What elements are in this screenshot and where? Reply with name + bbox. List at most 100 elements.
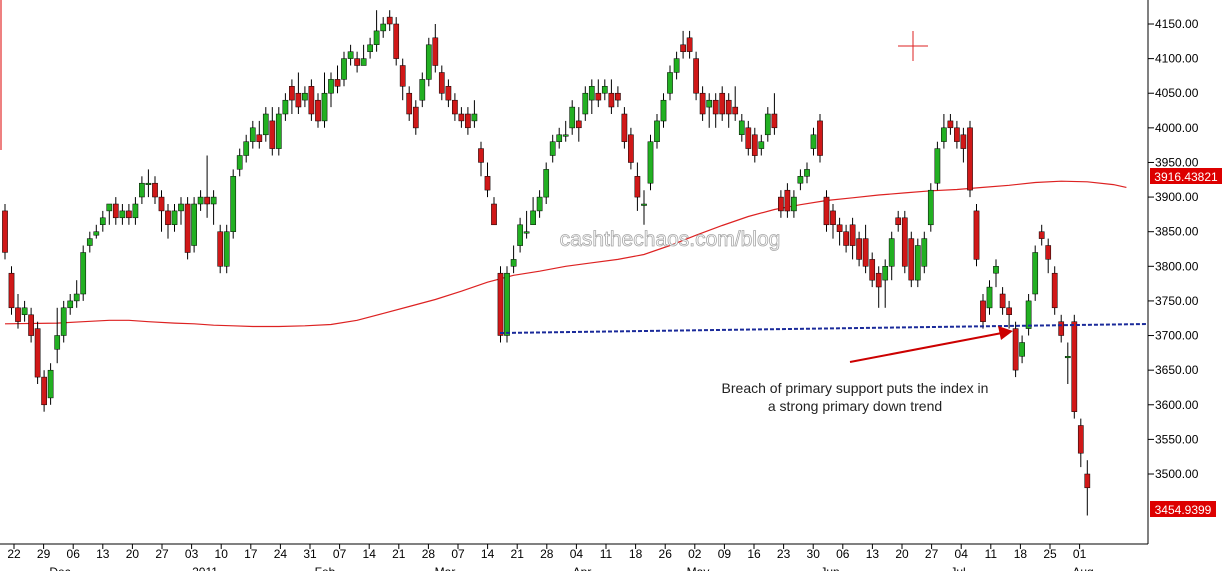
candle-body-down — [217, 231, 224, 267]
candle — [308, 79, 315, 121]
candle-body-up — [132, 203, 139, 219]
candle-body-down — [856, 238, 862, 260]
candle-body-up — [80, 252, 87, 295]
candle — [738, 114, 745, 142]
moving-average-layer — [4, 180, 1127, 328]
candle — [732, 86, 739, 121]
candle — [21, 300, 28, 322]
candle-body-down — [862, 238, 869, 267]
candle — [86, 231, 93, 253]
candle — [8, 266, 15, 315]
candle-body-down — [732, 106, 739, 115]
candle — [165, 204, 171, 239]
candle-body-up — [249, 127, 256, 142]
candle-body-up — [673, 58, 680, 73]
candle — [608, 79, 615, 114]
candle — [328, 72, 334, 108]
candle — [145, 169, 152, 198]
candle-body-down — [112, 203, 119, 219]
candle-body-up — [99, 217, 106, 225]
candle — [80, 245, 87, 301]
candle — [406, 86, 413, 121]
candle — [425, 37, 432, 87]
candle-body-down — [595, 92, 602, 101]
candle — [47, 363, 54, 405]
candle — [634, 162, 641, 211]
candle — [184, 197, 191, 260]
x-tick-label: 01 — [1073, 547, 1087, 561]
candle-body-up — [641, 203, 647, 206]
candle-body-down — [491, 203, 497, 226]
candle-body-up — [523, 231, 530, 234]
candle-body-down — [634, 176, 641, 198]
candle-body-up — [93, 231, 100, 236]
candle — [41, 370, 47, 412]
candle-body-up — [425, 44, 432, 80]
candle — [758, 134, 765, 156]
candle-body-down — [869, 259, 876, 281]
candle — [1019, 335, 1025, 364]
annotation-line-2: a strong primary down trend — [768, 398, 942, 414]
x-tick-label: 28 — [422, 547, 436, 561]
candle — [269, 107, 276, 156]
candle — [641, 190, 647, 225]
y-tick-label: 4000.00 — [1155, 121, 1199, 135]
candle-body-up — [275, 113, 282, 149]
candle-body-up — [667, 72, 673, 94]
candle — [119, 204, 126, 225]
candle-body-up — [223, 231, 230, 267]
candle — [243, 134, 250, 163]
candle — [751, 127, 758, 163]
x-tick-label: 18 — [629, 547, 643, 561]
x-tick-label: 03 — [185, 547, 199, 561]
candle-body-up — [764, 113, 771, 136]
candle-body-down — [725, 99, 732, 115]
candle — [289, 79, 295, 114]
x-tick-label: 06 — [67, 547, 81, 561]
x-tick-label: 10 — [215, 547, 229, 561]
candle-body-down — [354, 58, 360, 66]
candle — [210, 190, 217, 225]
candle-body-up — [654, 120, 660, 142]
candle-body-down — [289, 86, 295, 101]
candle-body-up — [797, 176, 804, 184]
candle-body-down — [712, 99, 719, 115]
candle — [999, 287, 1006, 315]
x-month-label: Jun — [820, 565, 839, 571]
candle-body-up — [380, 23, 387, 32]
candle-body-down — [830, 210, 836, 225]
x-month-label: Feb — [315, 565, 336, 571]
candle — [914, 238, 921, 288]
candle — [856, 231, 862, 267]
x-tick-label: 04 — [955, 547, 969, 561]
candle-body-up — [106, 203, 113, 212]
candle-body-up — [536, 196, 543, 212]
candle — [875, 266, 882, 308]
candle-body-up — [569, 106, 576, 129]
candle — [112, 197, 119, 225]
candle-body-down — [465, 113, 471, 129]
candle — [465, 107, 471, 135]
candle-body-down — [575, 120, 582, 129]
candle — [126, 204, 132, 225]
x-tick-label: 14 — [481, 547, 495, 561]
candle — [836, 217, 843, 246]
x-month-label: 2011 — [192, 565, 218, 571]
candle — [888, 231, 895, 281]
candle-body-down — [1077, 425, 1084, 454]
x-tick-label: 21 — [392, 547, 406, 561]
candle — [347, 44, 354, 66]
candle — [556, 127, 563, 149]
candle-body-up — [758, 141, 765, 149]
x-month-label: May — [687, 565, 710, 571]
candle — [745, 120, 752, 156]
candle-body-up — [302, 92, 308, 101]
candle-body-down — [784, 189, 791, 212]
candle-body-down — [295, 92, 302, 108]
candle-body-up — [119, 210, 126, 219]
candle-body-up — [510, 259, 517, 267]
x-tick-label: 17 — [244, 547, 258, 561]
candle-body-up — [21, 307, 28, 315]
